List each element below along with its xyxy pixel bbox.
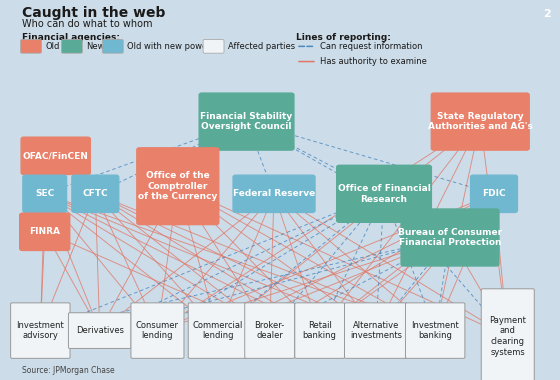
- FancyBboxPatch shape: [203, 40, 224, 53]
- FancyBboxPatch shape: [470, 175, 517, 212]
- FancyBboxPatch shape: [481, 289, 534, 380]
- FancyBboxPatch shape: [337, 165, 431, 222]
- Text: Office of the
Comptroller
of the Currency: Office of the Comptroller of the Currenc…: [138, 171, 217, 201]
- Text: Broker-
dealer: Broker- dealer: [254, 321, 285, 340]
- Text: Investment
banking: Investment banking: [411, 321, 459, 340]
- Text: 2: 2: [544, 9, 551, 19]
- Text: Federal Reserve: Federal Reserve: [233, 189, 315, 198]
- Text: Financial agencies:: Financial agencies:: [22, 33, 120, 42]
- Text: Old with new powers: Old with new powers: [127, 42, 215, 51]
- Text: Payment
and
clearing
systems: Payment and clearing systems: [489, 316, 526, 357]
- FancyBboxPatch shape: [245, 303, 295, 358]
- Text: Who can do what to whom: Who can do what to whom: [22, 19, 153, 29]
- FancyBboxPatch shape: [137, 148, 219, 225]
- FancyBboxPatch shape: [20, 213, 70, 250]
- FancyBboxPatch shape: [431, 93, 529, 150]
- Text: Retail
banking: Retail banking: [303, 321, 337, 340]
- Text: New: New: [86, 42, 105, 51]
- FancyBboxPatch shape: [233, 175, 315, 212]
- FancyBboxPatch shape: [401, 209, 499, 266]
- Text: SEC: SEC: [35, 189, 54, 198]
- FancyBboxPatch shape: [344, 303, 407, 358]
- Text: Lines of reporting:: Lines of reporting:: [296, 33, 391, 42]
- FancyBboxPatch shape: [68, 313, 131, 348]
- FancyBboxPatch shape: [62, 40, 82, 53]
- FancyBboxPatch shape: [23, 175, 67, 212]
- Text: Affected parties: Affected parties: [228, 42, 295, 51]
- Text: Investment
advisory: Investment advisory: [16, 321, 64, 340]
- Text: Old: Old: [45, 42, 60, 51]
- Text: Can request information: Can request information: [320, 42, 423, 51]
- Text: FINRA: FINRA: [29, 227, 60, 236]
- FancyBboxPatch shape: [72, 175, 119, 212]
- Text: Office of Financial
Research: Office of Financial Research: [338, 184, 431, 204]
- Text: Source: JPMorgan Chase: Source: JPMorgan Chase: [22, 366, 115, 375]
- Text: Alternative
investments: Alternative investments: [350, 321, 402, 340]
- Text: Bureau of Consumer
Financial Protection: Bureau of Consumer Financial Protection: [398, 228, 502, 247]
- Text: Commercial
lending: Commercial lending: [193, 321, 243, 340]
- FancyBboxPatch shape: [188, 303, 248, 358]
- FancyBboxPatch shape: [131, 303, 184, 358]
- Text: Financial Stability
Oversight Council: Financial Stability Oversight Council: [200, 112, 293, 131]
- FancyBboxPatch shape: [102, 40, 123, 53]
- FancyBboxPatch shape: [199, 93, 294, 150]
- Text: FDIC: FDIC: [482, 189, 506, 198]
- FancyBboxPatch shape: [405, 303, 465, 358]
- FancyBboxPatch shape: [21, 137, 90, 174]
- Text: State Regulatory
Authorities and AG's: State Regulatory Authorities and AG's: [428, 112, 533, 131]
- Text: Has authority to examine: Has authority to examine: [320, 57, 427, 66]
- FancyBboxPatch shape: [21, 40, 41, 53]
- FancyBboxPatch shape: [11, 303, 70, 358]
- Text: Consumer
lending: Consumer lending: [136, 321, 179, 340]
- FancyBboxPatch shape: [295, 303, 344, 358]
- Text: CFTC: CFTC: [82, 189, 108, 198]
- Text: Derivatives: Derivatives: [76, 326, 124, 335]
- Text: Caught in the web: Caught in the web: [22, 6, 166, 20]
- Text: OFAC/FinCEN: OFAC/FinCEN: [23, 151, 88, 160]
